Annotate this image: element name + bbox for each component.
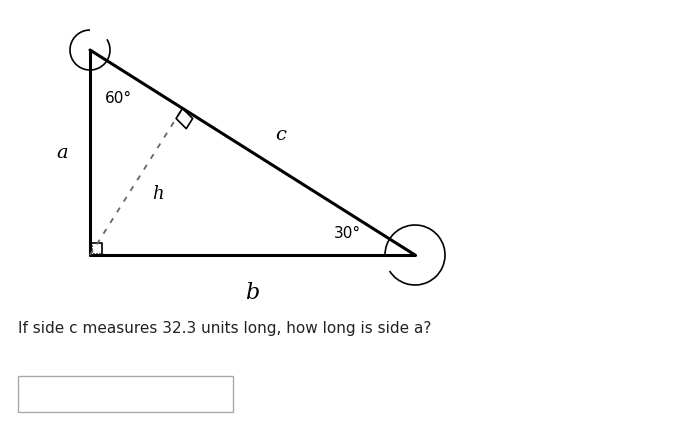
Text: a: a — [56, 143, 68, 162]
Text: If side c measures 32.3 units long, how long is side a?: If side c measures 32.3 units long, how … — [18, 321, 431, 336]
Bar — [18, 376, 233, 412]
Text: c: c — [275, 126, 286, 143]
Text: 30°: 30° — [334, 226, 361, 241]
Text: 60°: 60° — [105, 91, 131, 106]
Text: h: h — [153, 185, 164, 202]
Text: b: b — [246, 282, 259, 304]
